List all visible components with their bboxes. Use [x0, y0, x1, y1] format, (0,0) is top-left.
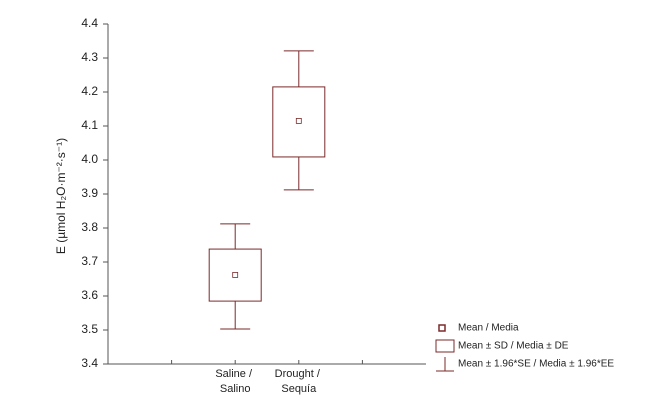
mean-marker: [232, 272, 239, 278]
mean-marker: [295, 118, 302, 124]
legend-label: Mean ± 1.96*SE / Media ± 1.96*EE: [458, 359, 614, 370]
y-tick-label: 3.5: [81, 322, 98, 336]
y-tick-label: 4.0: [81, 152, 98, 166]
y-axis-title: E (µmol H₂O·m⁻²·s⁻¹): [54, 138, 68, 254]
legend-box-symbol: [435, 339, 455, 353]
legend-label: Mean / Media: [458, 323, 519, 334]
y-tick-label: 4.4: [81, 16, 98, 30]
y-tick-label: 3.8: [81, 220, 98, 234]
y-tick-label: 4.2: [81, 84, 98, 98]
y-tick-label: 4.3: [81, 50, 98, 64]
y-tick-label: 3.7: [81, 254, 98, 268]
legend-mean-symbol: [438, 324, 446, 332]
y-tick-label: 3.4: [81, 356, 98, 370]
x-tick-label: Saline / Salino: [215, 368, 255, 395]
y-tick-label: 3.6: [81, 288, 98, 302]
y-tick-label: 4.1: [81, 118, 98, 132]
legend-label: Mean ± SD / Media ± DE: [458, 341, 569, 352]
y-tick-label: 3.9: [81, 186, 98, 200]
x-tick-label: Drought / Sequía: [275, 368, 323, 395]
